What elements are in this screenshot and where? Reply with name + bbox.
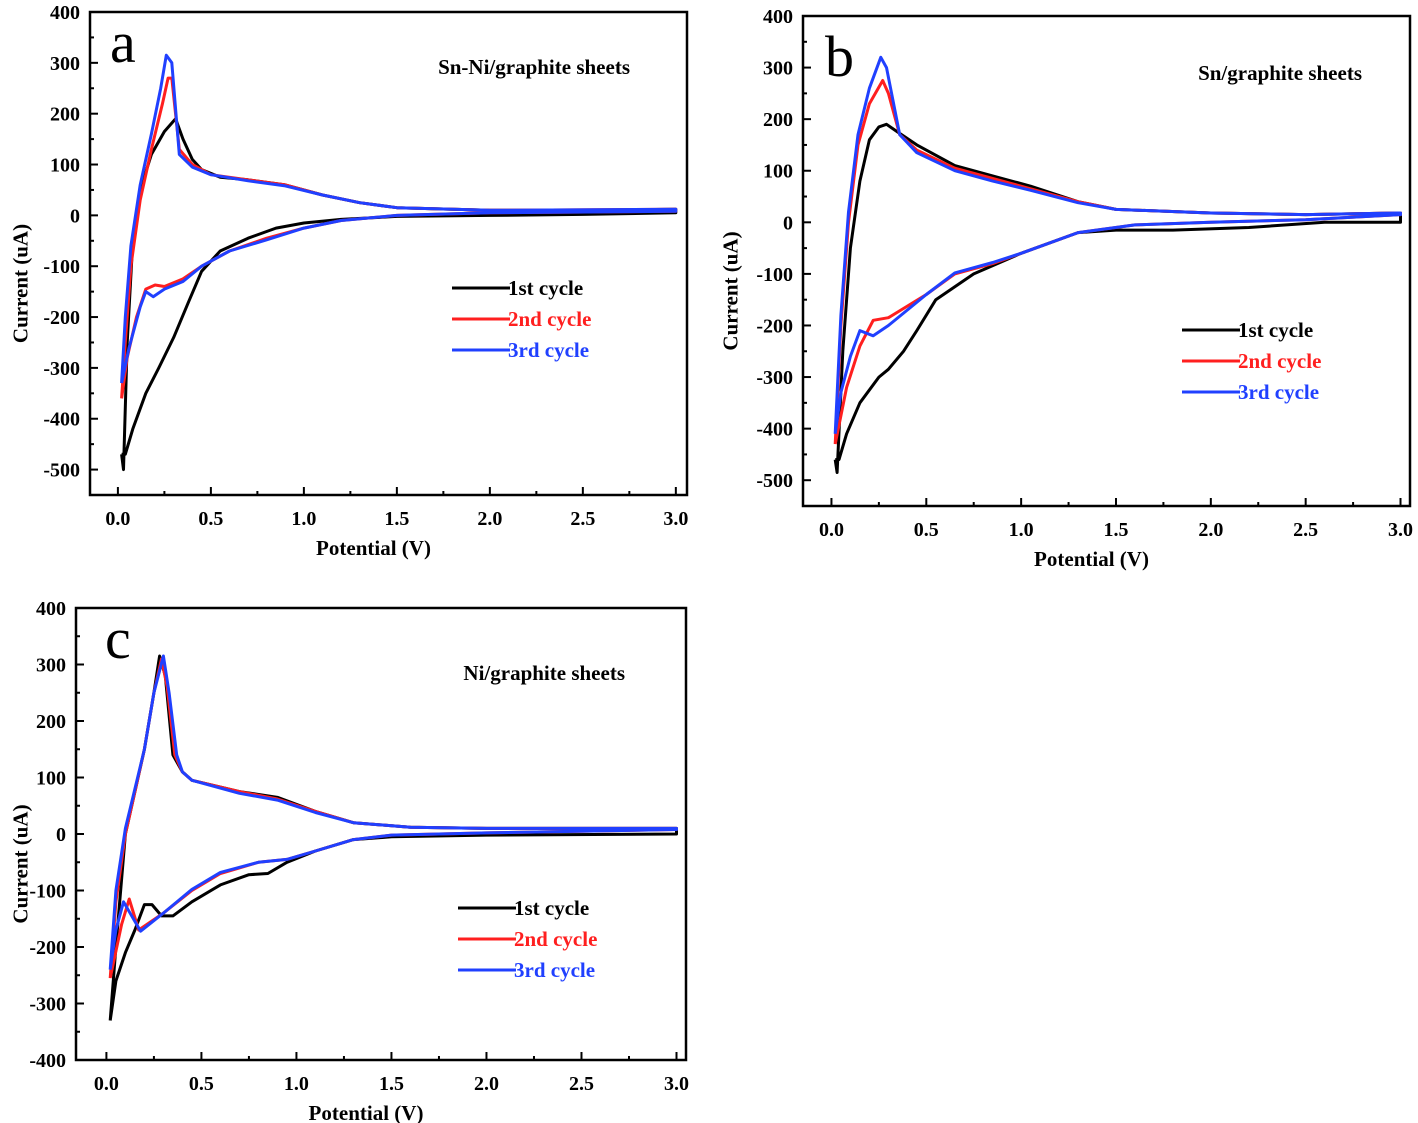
x-tick-label: 0.5 xyxy=(914,519,939,541)
y-tick-label: -300 xyxy=(756,367,793,389)
y-tick-label: 300 xyxy=(36,655,66,677)
x-tick-label: 3.0 xyxy=(664,1073,689,1095)
x-axis-label: Potential (V) xyxy=(309,1101,424,1123)
panel-title: Sn/graphite sheets xyxy=(1198,61,1362,85)
legend-entry: 3rd cycle xyxy=(514,958,595,982)
y-axis-label: Current (uA) xyxy=(8,804,32,923)
y-tick-label: -400 xyxy=(43,409,80,431)
y-tick-label: 200 xyxy=(50,104,80,126)
panel-letter: c xyxy=(105,606,131,671)
y-tick-label: 400 xyxy=(36,598,66,620)
x-tick-label: 3.0 xyxy=(663,508,688,530)
y-tick-label: -100 xyxy=(43,256,80,278)
y-tick-label: 0 xyxy=(56,824,66,846)
x-tick-label: 3.0 xyxy=(1388,519,1413,541)
y-tick-label: -500 xyxy=(756,470,793,492)
legend-entry: 2nd cycle xyxy=(1238,349,1321,373)
plot-frame xyxy=(801,14,1412,508)
y-tick-label: 200 xyxy=(763,109,793,131)
x-tick-label: 0.5 xyxy=(198,508,223,530)
y-tick-label: 200 xyxy=(36,711,66,733)
series-line-3 xyxy=(120,53,678,384)
panel-letter: a xyxy=(110,10,136,75)
y-tick-label: 0 xyxy=(783,212,793,234)
x-tick-label: 1.5 xyxy=(384,508,409,530)
y-tick-label: 400 xyxy=(50,2,80,24)
x-tick-label: 0.0 xyxy=(819,519,844,541)
y-tick-label: 300 xyxy=(50,53,80,75)
x-tick-label: 2.5 xyxy=(569,1073,594,1095)
x-tick-label: 0.5 xyxy=(189,1073,214,1095)
panel-c: 1st cycle 2nd cycle 3rd cycle 0.0 0.5 1.0 1.5 2… xyxy=(8,598,689,1123)
legend-entry: 3rd cycle xyxy=(508,338,589,362)
y-tick-label: 0 xyxy=(70,205,80,227)
x-tick-label: 0.0 xyxy=(105,508,130,530)
y-tick-label: -100 xyxy=(29,881,66,903)
x-axis-label: Potential (V) xyxy=(1034,547,1149,571)
y-tick-label: -300 xyxy=(43,358,80,380)
panel-a: 1st cycle 2nd cycle 3rd cycle 0.0 0.5 1.0 1.5 2… xyxy=(8,2,688,560)
y-axis-label: Current (uA) xyxy=(718,231,742,350)
y-tick-label: -400 xyxy=(29,1050,66,1072)
y-tick-label: -200 xyxy=(756,315,793,337)
x-tick-label: 2.0 xyxy=(474,1073,499,1095)
plot-frame xyxy=(88,10,689,497)
x-axis-label: Potential (V) xyxy=(316,536,431,560)
y-tick-label: 100 xyxy=(763,161,793,183)
y-tick-label: 100 xyxy=(36,768,66,790)
x-tick-label: 1.0 xyxy=(291,508,316,530)
legend-entry: 3rd cycle xyxy=(1238,380,1319,404)
x-tick-label: 2.5 xyxy=(1293,519,1318,541)
panel-title: Sn-Ni/graphite sheets xyxy=(438,55,630,79)
x-tick-label: 2.0 xyxy=(477,508,502,530)
series-line-2 xyxy=(120,76,678,399)
y-tick-label: -200 xyxy=(43,307,80,329)
x-tick-label: 2.0 xyxy=(1198,519,1223,541)
legend-entry: 1st cycle xyxy=(514,896,589,920)
y-tick-label: -300 xyxy=(29,994,66,1016)
x-tick-label: 1.5 xyxy=(379,1073,404,1095)
y-axis-label: Current (uA) xyxy=(8,224,32,343)
x-tick-label: 1.0 xyxy=(284,1073,309,1095)
y-tick-label: 300 xyxy=(763,58,793,80)
legend-entry: 2nd cycle xyxy=(508,307,591,331)
series-line-3 xyxy=(108,654,678,970)
x-tick-label: 0.0 xyxy=(94,1073,119,1095)
y-tick-label: -400 xyxy=(756,419,793,441)
y-tick-label: 400 xyxy=(763,6,793,28)
y-tick-label: -200 xyxy=(29,937,66,959)
legend-entry: 1st cycle xyxy=(508,276,583,300)
panel-letter: b xyxy=(825,24,854,89)
series-line-3 xyxy=(833,55,1402,435)
y-tick-label: -100 xyxy=(756,264,793,286)
legend-entry: 2nd cycle xyxy=(514,927,597,951)
x-tick-label: 1.0 xyxy=(1009,519,1034,541)
x-tick-label: 2.5 xyxy=(570,508,595,530)
panel-title: Ni/graphite sheets xyxy=(463,661,625,685)
y-tick-label: 100 xyxy=(50,155,80,177)
panel-b: 1st cycle 2nd cycle 3rd cycle 0.0 0.5 1.0 1.5 2… xyxy=(718,6,1413,571)
x-tick-label: 1.5 xyxy=(1103,519,1128,541)
legend-entry: 1st cycle xyxy=(1238,318,1313,342)
y-tick-label: -500 xyxy=(43,460,80,482)
